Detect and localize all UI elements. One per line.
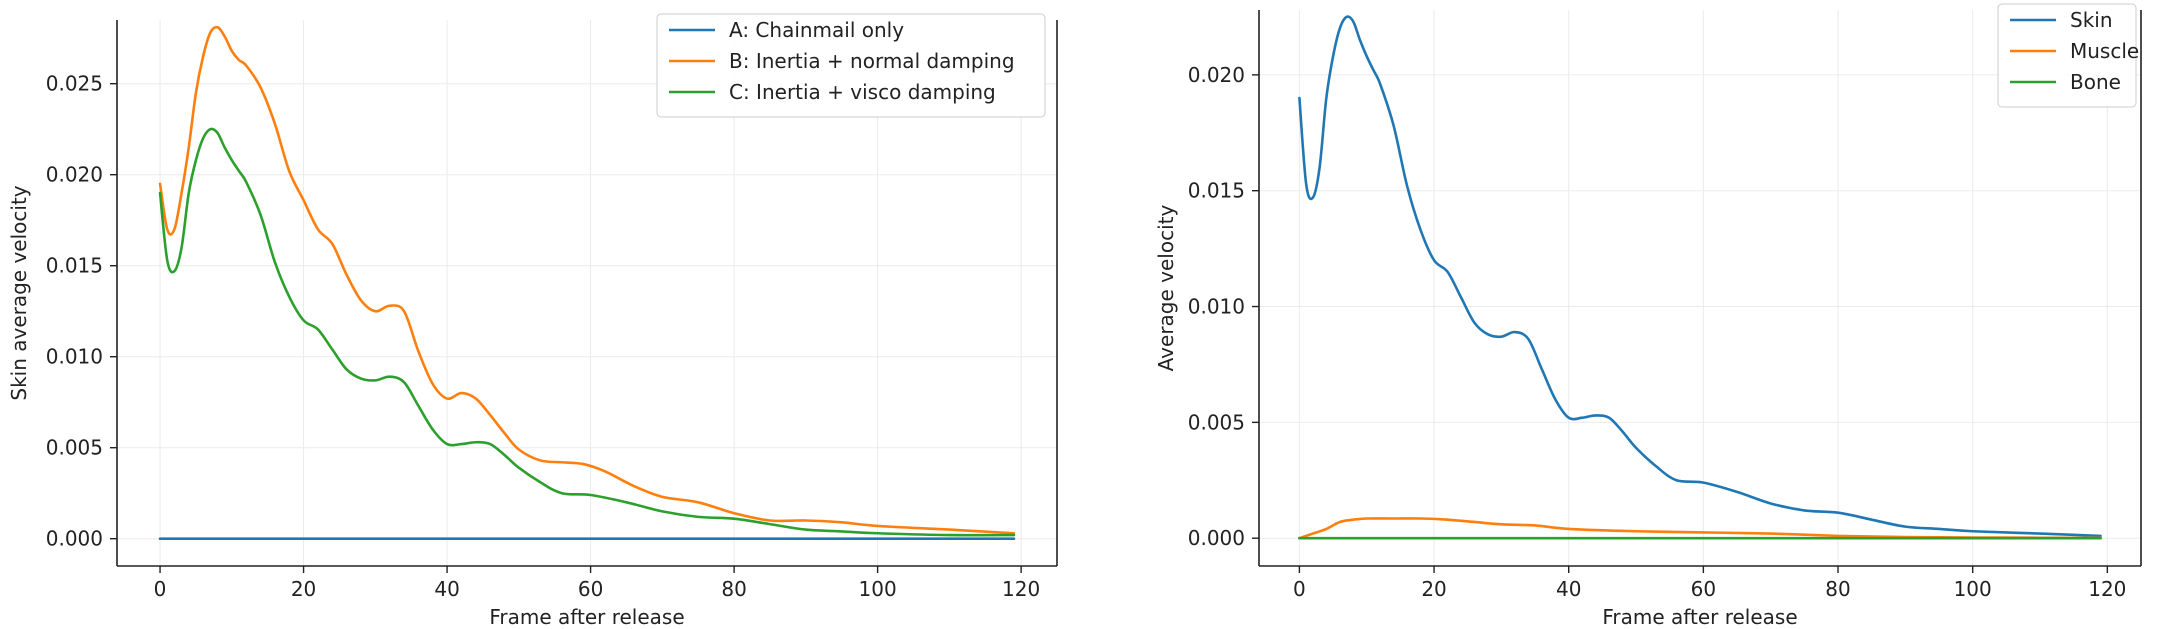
x-tick-label: 20	[1421, 577, 1446, 601]
y-tick-label: 0.000	[1188, 526, 1245, 550]
series-line-muscle	[1298, 517, 2102, 540]
legend-entry: B: Inertia + normal damping	[729, 49, 1015, 73]
y-tick-label: 0.015	[46, 254, 103, 278]
y-tick-label: 0.015	[1188, 179, 1245, 203]
x-tick-label: 120	[1002, 577, 1040, 601]
legend: Skin Muscle Bone	[1997, 3, 2139, 108]
y-tick-label: 0.025	[46, 72, 103, 96]
x-tick-label: 40	[434, 577, 459, 601]
x-tick-label: 40	[1556, 577, 1581, 601]
legend-entry: C: Inertia + visco damping	[729, 80, 996, 104]
legend-entry: A: Chainmail only	[729, 18, 904, 42]
legend: A: Chainmail only B: Inertia + normal dam…	[656, 13, 1046, 118]
y-tick-label: 0.020	[1188, 63, 1245, 87]
series-line-skin	[1298, 15, 2102, 538]
x-tick-label: 20	[291, 577, 316, 601]
y-tick-label: 0.000	[46, 527, 103, 551]
y-tick-label: 0.005	[1188, 410, 1245, 434]
x-tick-label: 60	[1691, 577, 1716, 601]
x-tick-label: 120	[2088, 577, 2126, 601]
right-chart: 0 20 40 60 80 100 120 0.000 0.005 0.010 0.015 0.020…	[1154, 3, 2142, 629]
y-axis-label: Average velocity	[1154, 205, 1178, 372]
x-tick-label: 60	[578, 577, 603, 601]
series-line-b-inertia-normal-damping	[158, 25, 1016, 535]
x-tick-label: 0	[1293, 577, 1306, 601]
x-tick-label: 80	[1825, 577, 1850, 601]
series-line-c-inertia-visco-damping	[158, 127, 1016, 537]
y-tick-label: 0.010	[1188, 295, 1245, 319]
legend-entry: Muscle	[2070, 39, 2139, 63]
x-tick-label: 100	[1954, 577, 1992, 601]
y-tick-label: 0.010	[46, 345, 103, 369]
y-axis-label: Skin average velocity	[7, 185, 31, 400]
x-tick-label: 0	[154, 577, 167, 601]
y-tick-label: 0.020	[46, 163, 103, 187]
left-chart: 0 20 40 60 80 100 120 0.000 0.005 0.010 0.015 0.020…	[7, 13, 1058, 629]
x-axis-label: Frame after release	[489, 605, 684, 629]
legend-entry: Bone	[2070, 70, 2121, 94]
x-axis-label: Frame after release	[1602, 605, 1797, 629]
legend-entry: Skin	[2070, 8, 2113, 32]
legend-box	[656, 13, 1046, 118]
x-tick-label: 80	[721, 577, 746, 601]
x-tick-label: 100	[859, 577, 897, 601]
y-tick-label: 0.005	[46, 436, 103, 460]
